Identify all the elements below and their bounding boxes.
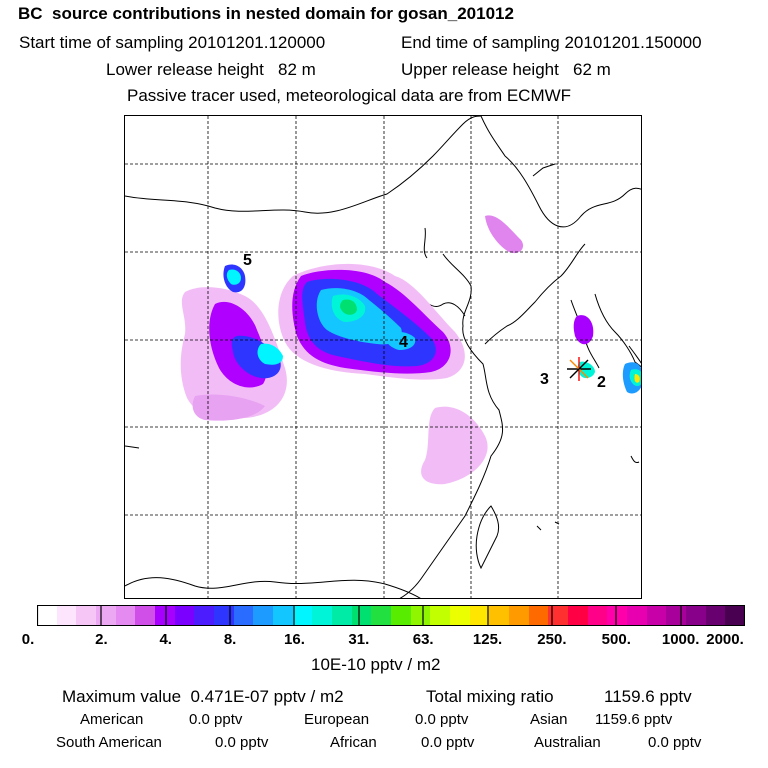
colorbar-segment xyxy=(529,605,548,626)
colorbar-tick-label: 31. xyxy=(348,631,370,648)
colorbar-segment xyxy=(37,605,57,626)
colorbar-segment xyxy=(509,605,529,626)
african-label: African xyxy=(330,734,377,751)
colorbar-tick-label: 500. xyxy=(601,631,631,648)
american-value: 0.0 pptv xyxy=(189,711,243,728)
colorbar-tick-label: 4. xyxy=(159,631,172,648)
colorbar-tick-label: 8. xyxy=(223,631,237,648)
australian-value: 0.0 pptv xyxy=(648,734,702,751)
colorbar-segment xyxy=(273,605,293,626)
south-american-value: 0.0 pptv xyxy=(215,734,269,751)
total-mixing-ratio-label: Total mixing ratio xyxy=(426,687,554,706)
map-panel: 5 4 3 2 xyxy=(124,115,642,599)
colorbar-segment xyxy=(175,605,194,626)
maximum-value: Maximum value 0.471E-07 pptv / m2 xyxy=(62,687,344,706)
colorbar-segment xyxy=(332,605,352,626)
asian-label: Asian xyxy=(530,711,568,728)
colorbar-segment xyxy=(253,605,273,626)
colorbar-segment xyxy=(489,605,509,626)
colorbar-segment xyxy=(411,605,430,626)
asian-value: 1159.6 pptv xyxy=(595,711,673,728)
colorbar-segment xyxy=(470,605,489,626)
colorbar-segment xyxy=(214,605,234,626)
colorbar-segment xyxy=(548,605,568,626)
total-mixing-ratio-value: 1159.6 pptv xyxy=(604,687,692,706)
european-label: European xyxy=(304,711,370,728)
colorbar-segment xyxy=(312,605,332,626)
source-label-5: 5 xyxy=(243,252,252,269)
colorbar-tick-label: 2000. xyxy=(706,631,744,648)
colorbar-tick-label: 63. xyxy=(412,631,434,648)
colorbar-tick-label: 1000. xyxy=(661,631,700,648)
colorbar-segment xyxy=(391,605,411,626)
colorbar-segment xyxy=(194,605,214,626)
european-value: 0.0 pptv xyxy=(415,711,469,728)
colorbar-tick-label: 16. xyxy=(284,631,305,648)
colorbar-segment xyxy=(57,605,76,626)
colorbar-segment xyxy=(588,605,607,626)
tracer-note: Passive tracer used, meteorological data… xyxy=(127,86,572,105)
colorbar-tick-label: 250. xyxy=(537,631,567,648)
colorbar-tick-label: 125. xyxy=(472,631,503,648)
upper-release-height: Upper release height 62 m xyxy=(401,60,611,79)
colorbar-segment xyxy=(568,605,588,626)
colorbar-segment xyxy=(627,605,647,626)
american-label: American xyxy=(80,711,144,728)
colorbar-border xyxy=(37,605,745,626)
colorbar-segment xyxy=(234,605,253,626)
source-label-4: 4 xyxy=(399,334,408,351)
colorbar-segment xyxy=(352,605,371,626)
colorbar-tick-label: 0. xyxy=(21,631,35,648)
concentration-field xyxy=(180,215,641,485)
coastlines xyxy=(125,116,641,598)
colorbar-segment xyxy=(116,605,135,626)
release-site-star xyxy=(567,357,591,381)
start-time: Start time of sampling 20101201.120000 xyxy=(19,33,326,52)
colorbar-segment xyxy=(607,605,627,626)
colorbar-segment xyxy=(293,605,312,626)
lat-lon-grid xyxy=(125,116,641,598)
colorbar-segment xyxy=(371,605,391,626)
colorbar-tick-label: 2. xyxy=(95,631,108,648)
colorbar-segment xyxy=(96,605,116,626)
colorbar-segment xyxy=(706,605,725,626)
colorbar-segment xyxy=(76,605,96,626)
colorbar-segment xyxy=(666,605,686,626)
colorbar-segment xyxy=(155,605,175,626)
colorbar-segment xyxy=(647,605,666,626)
colorbar-unit: 10E-10 pptv / m2 xyxy=(311,655,441,674)
lower-release-height: Lower release height 82 m xyxy=(106,60,316,79)
african-value: 0.0 pptv xyxy=(421,734,475,751)
colorbar-segment xyxy=(450,605,470,626)
colorbar-segment xyxy=(725,605,745,626)
colorbar xyxy=(37,605,745,626)
source-label-2: 2 xyxy=(597,374,606,391)
plot-title: BC source contributions in nested domain… xyxy=(18,4,514,23)
colorbar-segment xyxy=(686,605,706,626)
colorbar-segment xyxy=(430,605,450,626)
source-label-3: 3 xyxy=(540,371,549,388)
australian-label: Australian xyxy=(534,734,601,751)
colorbar-segment xyxy=(135,605,155,626)
map-canvas: 5 4 3 2 xyxy=(125,116,641,598)
end-time: End time of sampling 20101201.150000 xyxy=(401,33,702,52)
south-american-label: South American xyxy=(56,734,162,751)
